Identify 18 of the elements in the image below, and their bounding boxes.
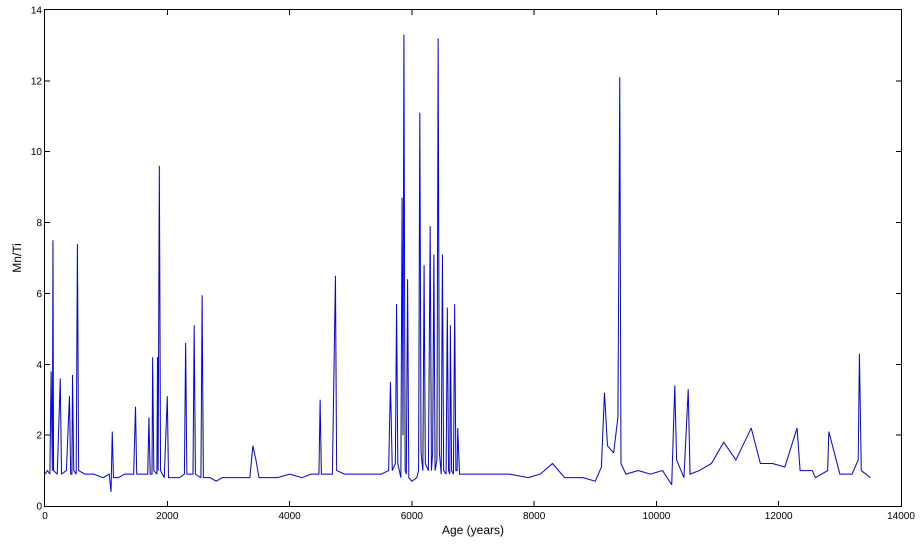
line-series	[45, 34, 871, 492]
y-tick-label: 6	[36, 288, 42, 300]
x-axis-title: Age (years)	[442, 522, 504, 537]
x-tick-label: 14000	[887, 511, 916, 522]
y-tick-label: 8	[36, 218, 42, 230]
x-tick-label: 4000	[278, 511, 302, 522]
x-tick-label: 2000	[156, 511, 179, 522]
y-tick-label: 2	[36, 430, 42, 442]
x-tick-label: 10000	[642, 511, 671, 522]
y-tick-label: 4	[36, 360, 42, 371]
x-tick-label: 6000	[400, 511, 424, 522]
x-tick-label: 8000	[523, 511, 546, 522]
y-tick-label: 0	[36, 502, 42, 512]
y-axis-title: Mn/Ti	[10, 243, 24, 273]
x-tick-label: 12000	[764, 511, 794, 522]
y-tick-label: 12	[30, 76, 42, 88]
y-tick-label: 14	[30, 6, 42, 16]
y-tick-label: 10	[30, 147, 42, 158]
